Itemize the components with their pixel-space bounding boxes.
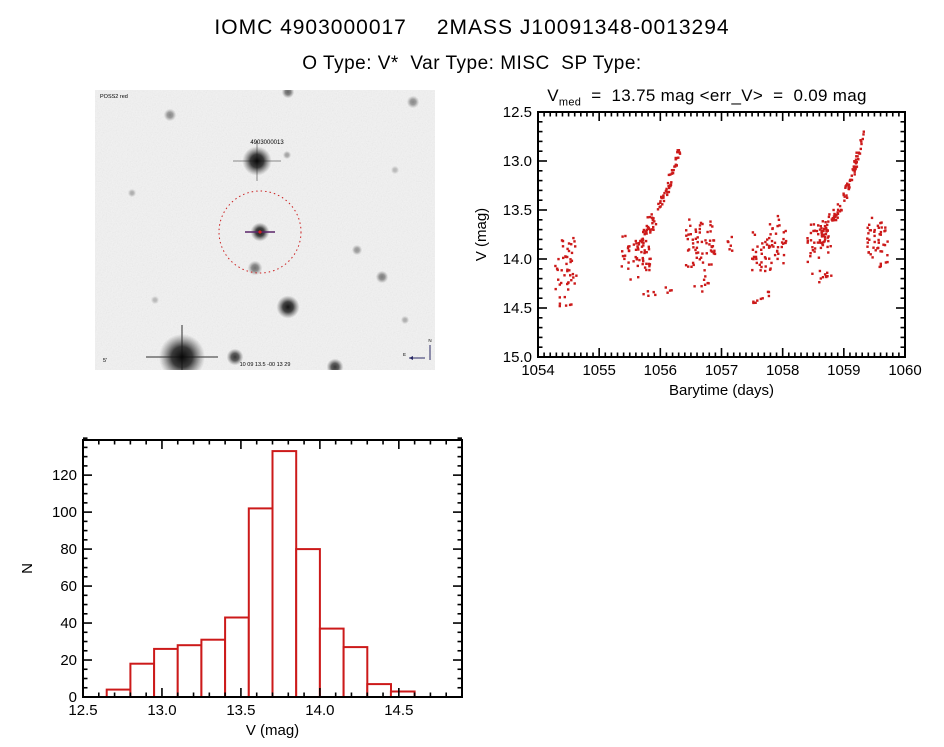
x-tick-label: 14.5 [384,702,413,719]
star [242,146,272,176]
page-title: IOMC 4903000017 2MASS J10091348-0013294 [0,16,944,40]
x-tick-label: 13.5 [226,702,255,719]
tick-labels: 1054 1055 1056 1057 1058 1059 1060 12.5 13.0 13.5… [503,104,922,379]
x-tick-label: 1054 [521,362,554,379]
star [281,90,295,99]
y-axis-label: V (mag) [473,208,490,261]
vmed-symbol: V [547,86,559,105]
aperture-circle [218,190,302,274]
neighbor-star-label: 4903000013 [250,140,284,146]
x-tick-label: 1057 [705,362,738,379]
x-tick-label: 13.0 [147,702,176,719]
y-tick-label: 120 [52,467,77,484]
star [158,333,206,370]
histogram-bar [224,616,250,698]
x-tick-label: 1055 [582,362,615,379]
histogram-bar [105,688,132,699]
histogram-bar [247,507,274,699]
vmed-subscript: med [558,96,582,109]
star [375,270,389,284]
x-tick-label: 1056 [644,362,677,379]
y-tick-label: 14.0 [503,251,532,268]
coordinates-label: 10 09 13.5 -00 13 29 [240,362,291,368]
x-tick-label: 1058 [766,362,799,379]
object-type-subtitle: O Type: V* Var Type: MISC SP Type: [302,53,642,74]
y-tick-label: 13.0 [503,153,532,170]
star [276,295,300,319]
histogram-bar [271,450,298,698]
x-axis-label: V (mag) [246,722,299,739]
y-axis-label: N [19,563,36,574]
axes-frame [537,111,906,358]
tick-labels: 12.5 13.0 13.5 14.0 14.5 0 20 40 60 80 100 120 [52,467,413,719]
lightcurve-stats-title: Vmed = 13.75 mag <err_V> = 0.09 mag [470,86,944,108]
histogram-bar [295,548,321,698]
y-tick-label: 13.5 [503,202,532,219]
star [400,315,410,325]
x-axis-label: Barytime (days) [669,382,774,399]
2mass-id: 2MASS J10091348-0013294 [436,16,730,39]
survey-label: POSS2 red [100,94,128,100]
star [406,95,420,109]
star [150,295,160,305]
x-tick-label: 14.0 [305,702,334,719]
star [326,358,344,370]
compass-e-label: E [403,352,406,357]
histogram-bar [176,644,203,698]
lightcurve-plot: 1054 1055 1056 1057 1058 1059 1060 12.5 13.0 13.5… [473,104,922,399]
star [282,150,292,160]
x-tick-label: 1059 [827,362,860,379]
y-tick-label: 20 [60,652,77,669]
y-tick-label: 14.5 [503,300,532,317]
magnitude-histogram-plot: 12.5 13.0 13.5 14.0 14.5 0 20 40 60 80 100 120 V (ma… [19,437,463,739]
compass-icon [409,345,431,360]
x-tick-label: 1060 [888,362,921,379]
y-tick-label: 40 [60,615,77,632]
y-tick-label: 15.0 [503,349,532,366]
finding-chart-image: POSS2 red 5' 10 09 13.5 -00 13 29 490300001… [95,90,435,370]
compass-n-label: N [428,338,431,343]
histogram-bar [318,627,345,699]
histogram-bar [366,683,392,699]
tick-marks [537,111,906,358]
histogram-bar [342,646,369,699]
star [351,244,363,256]
y-tick-label: 100 [52,504,77,521]
histogram-bar [153,647,179,698]
y-tick-label: 80 [60,541,77,558]
y-tick-label: 60 [60,578,77,595]
y-tick-label: 12.5 [503,104,532,121]
star [226,348,244,366]
star [127,188,137,198]
tick-marks [82,437,463,698]
histogram-bar [200,638,227,698]
target-marker [258,230,262,234]
iomc-id: IOMC 4903000017 [214,16,407,39]
data-points [554,130,889,308]
histogram-bar [129,662,156,698]
x-tick-label: 12.5 [68,702,97,719]
vmed-values: = 13.75 mag <err_V> = 0.09 mag [581,86,867,105]
y-tick-label: 0 [69,689,77,706]
star [390,165,400,175]
histogram-bars [105,450,416,699]
scale-label: 5' [103,358,107,364]
star [163,108,177,122]
